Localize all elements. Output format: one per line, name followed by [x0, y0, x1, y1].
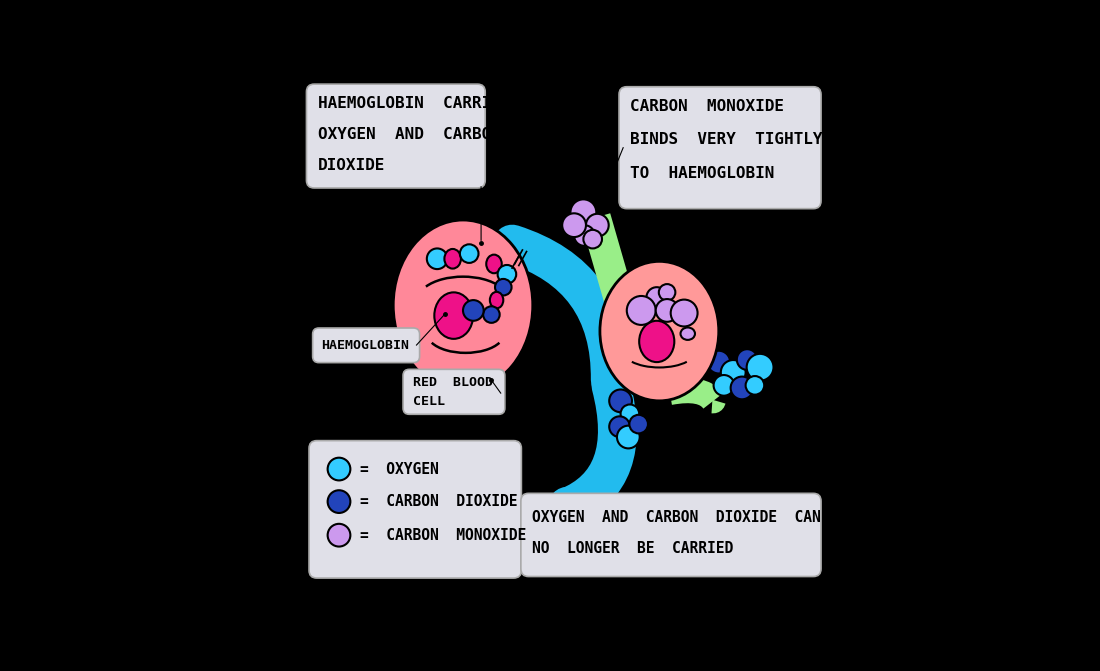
Text: DIOXIDE: DIOXIDE: [318, 158, 386, 173]
Text: HAEMOGLOBIN: HAEMOGLOBIN: [321, 339, 409, 352]
Text: TO  HAEMOGLOBIN: TO HAEMOGLOBIN: [630, 166, 774, 181]
Text: OXYGEN  AND  CARBON: OXYGEN AND CARBON: [318, 127, 502, 142]
Text: =  CARBON  MONOXIDE: = CARBON MONOXIDE: [360, 527, 526, 543]
Circle shape: [647, 287, 667, 308]
Ellipse shape: [393, 220, 532, 391]
Circle shape: [328, 458, 351, 480]
Text: =  OXYGEN: = OXYGEN: [360, 462, 439, 476]
Circle shape: [609, 416, 630, 437]
Circle shape: [671, 299, 697, 327]
Circle shape: [656, 299, 679, 322]
Circle shape: [328, 491, 351, 513]
Text: NO  LONGER  BE  CARRIED: NO LONGER BE CARRIED: [531, 541, 733, 556]
Circle shape: [627, 296, 656, 325]
Ellipse shape: [639, 321, 674, 362]
Circle shape: [659, 284, 675, 301]
Circle shape: [720, 360, 746, 385]
Circle shape: [483, 306, 499, 323]
Ellipse shape: [490, 292, 504, 309]
FancyBboxPatch shape: [309, 441, 521, 578]
FancyBboxPatch shape: [307, 84, 485, 188]
Circle shape: [571, 199, 596, 225]
FancyBboxPatch shape: [403, 369, 505, 414]
Text: CARBON  MONOXIDE: CARBON MONOXIDE: [630, 99, 784, 114]
Ellipse shape: [600, 261, 718, 401]
Circle shape: [328, 524, 351, 547]
Circle shape: [427, 248, 448, 269]
Circle shape: [586, 214, 608, 237]
Ellipse shape: [434, 293, 473, 339]
Circle shape: [737, 349, 758, 370]
Circle shape: [707, 351, 730, 374]
Circle shape: [714, 375, 735, 396]
Circle shape: [617, 425, 640, 448]
Text: CELL: CELL: [412, 395, 444, 409]
Circle shape: [620, 405, 639, 423]
Circle shape: [562, 213, 586, 237]
Circle shape: [746, 376, 764, 395]
Ellipse shape: [444, 249, 461, 268]
Text: HAEMOGLOBIN  CARRIES: HAEMOGLOBIN CARRIES: [318, 96, 510, 111]
Circle shape: [463, 300, 484, 321]
Text: =  CARBON  DIOXIDE: = CARBON DIOXIDE: [360, 494, 517, 509]
Circle shape: [730, 376, 754, 399]
Circle shape: [460, 244, 478, 263]
Circle shape: [609, 389, 632, 412]
Circle shape: [583, 230, 602, 248]
Ellipse shape: [486, 254, 502, 273]
Circle shape: [495, 279, 512, 295]
Text: OXYGEN  AND  CARBON  DIOXIDE  CAN: OXYGEN AND CARBON DIOXIDE CAN: [531, 509, 821, 525]
Circle shape: [497, 265, 516, 284]
Text: RED  BLOOD: RED BLOOD: [412, 376, 493, 389]
Circle shape: [629, 415, 648, 433]
Circle shape: [574, 225, 595, 246]
FancyBboxPatch shape: [619, 87, 821, 209]
Text: BINDS  VERY  TIGHTLY: BINDS VERY TIGHTLY: [630, 132, 823, 148]
Circle shape: [747, 354, 773, 380]
FancyBboxPatch shape: [312, 328, 419, 362]
Ellipse shape: [681, 327, 695, 340]
FancyBboxPatch shape: [521, 493, 821, 576]
